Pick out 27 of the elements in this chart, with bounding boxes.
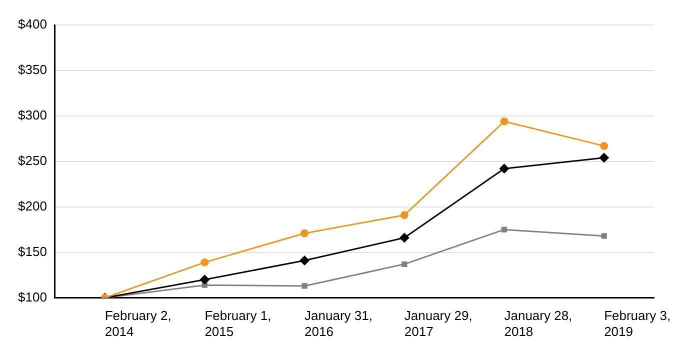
x-tick-label: February 2, 2014: [104, 308, 172, 339]
point: [402, 261, 408, 267]
y-tick-label: $350: [18, 62, 47, 78]
x-tick-label: February 3, 2019: [604, 308, 671, 339]
y-tick-label: $250: [18, 152, 47, 168]
point: [300, 256, 310, 266]
y-tick-label: $400: [18, 16, 47, 32]
point: [600, 142, 608, 150]
x-tick-label: February 1, 2015: [204, 308, 272, 339]
point: [601, 233, 607, 239]
y-tick-label: $200: [18, 198, 47, 214]
point: [300, 229, 309, 238]
point: [501, 226, 508, 232]
x-tick-label: January 31, 2016: [304, 308, 372, 339]
point: [599, 152, 610, 163]
y-tick-label: $150: [18, 244, 47, 259]
point: [399, 232, 410, 243]
point: [302, 283, 308, 289]
x-tick-label: January 28, 2018: [504, 308, 572, 339]
y-tick-label: $300: [18, 108, 47, 123]
x-tick-label: January 29, 2017: [404, 308, 472, 339]
point: [200, 274, 210, 285]
point: [499, 164, 510, 174]
point: [500, 117, 508, 126]
point: [200, 258, 209, 266]
y-tick-label: $100: [18, 289, 47, 304]
point: [400, 211, 408, 220]
